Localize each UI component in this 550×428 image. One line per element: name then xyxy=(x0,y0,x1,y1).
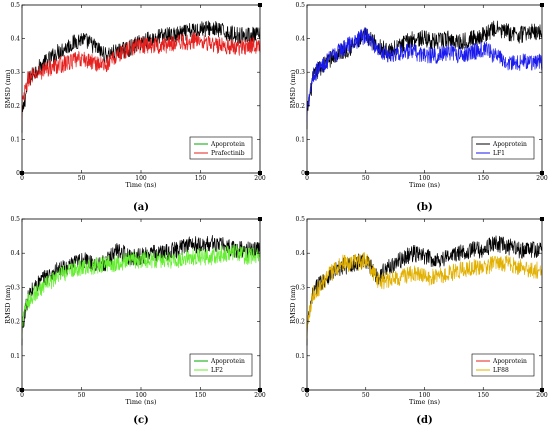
x-tick-label: 200 xyxy=(254,175,266,182)
y-axis-label: RMSD (nm) xyxy=(4,285,12,324)
x-tick-label: 0 xyxy=(20,175,24,182)
series-line-lf88 xyxy=(306,252,543,339)
y-axis-label: RMSD (nm) xyxy=(289,285,297,324)
x-axis-label: Time (ns) xyxy=(409,398,441,406)
panel-label: (a) xyxy=(133,202,149,213)
y-tick-label: 0.4 xyxy=(295,250,305,257)
y-tick-label: 0.3 xyxy=(10,284,20,291)
series-line-apoprotein xyxy=(306,235,543,346)
y-tick-label: 0.4 xyxy=(10,36,20,43)
y-tick-label: 0.3 xyxy=(10,69,20,76)
x-tick-label: 150 xyxy=(195,392,207,399)
x-tick-label: 150 xyxy=(478,175,490,182)
x-tick-label: 50 xyxy=(362,392,370,399)
panel-1: 0 50 100 150 200 0 0.1 0.2 0.3 0.4 0.5 Time (ns) RMS… xyxy=(4,2,266,213)
series-line-prafectinib xyxy=(21,31,261,123)
x-tick-label: 0 xyxy=(305,392,309,399)
y-tick-label: 0.1 xyxy=(10,136,20,143)
legend: Apoprotein LF88 xyxy=(471,353,535,377)
x-axis-label: Time (ns) xyxy=(125,181,157,189)
y-tick-label: 0 xyxy=(16,170,20,177)
y-tick-label: 0.4 xyxy=(295,36,305,43)
x-axis-label: Time (ns) xyxy=(409,181,441,189)
y-tick-label: 0.3 xyxy=(295,69,305,76)
panel-2: 0 50 100 150 200 0 0.1 0.2 0.3 0.4 0.5 Time (ns) RMS… xyxy=(289,2,548,213)
legend-label: Apoprotein xyxy=(492,358,527,365)
panel-label: (d) xyxy=(416,415,432,426)
panel-label: (b) xyxy=(416,202,432,213)
y-tick-label: 0.2 xyxy=(295,319,305,326)
y-tick-label: 0.5 xyxy=(295,216,305,223)
legend: Apoprotein Prafectinib xyxy=(189,136,253,160)
legend: Apoprotein LF1 xyxy=(471,136,535,160)
legend-label: Apoprotein xyxy=(492,141,527,148)
y-tick-label: 0.5 xyxy=(10,216,20,223)
y-tick-label: 0.5 xyxy=(295,2,305,9)
y-tick-label: 0.1 xyxy=(10,353,20,360)
x-tick-label: 100 xyxy=(135,175,147,182)
series-line-lf1 xyxy=(306,27,543,123)
x-tick-label: 150 xyxy=(478,392,490,399)
series-line-apoprotein xyxy=(306,20,543,130)
y-tick-label: 0.5 xyxy=(10,2,20,9)
legend-label: LF88 xyxy=(493,367,509,374)
series-line-lf2 xyxy=(21,244,261,339)
x-tick-label: 100 xyxy=(419,392,431,399)
legend: Apoprotein LF2 xyxy=(189,353,253,377)
legend-label: Apoprotein xyxy=(210,358,245,365)
y-tick-label: 0.3 xyxy=(295,284,305,291)
y-axis-label: RMSD (nm) xyxy=(4,69,12,108)
x-tick-label: 200 xyxy=(536,175,548,182)
x-axis-label: Time (ns) xyxy=(125,398,157,406)
x-tick-label: 200 xyxy=(254,392,266,399)
y-tick-label: 0 xyxy=(301,387,305,394)
y-tick-label: 0.2 xyxy=(295,103,305,110)
y-tick-label: 0 xyxy=(301,170,305,177)
x-tick-label: 0 xyxy=(20,392,24,399)
y-tick-label: 0.1 xyxy=(295,136,305,143)
x-tick-label: 100 xyxy=(419,175,431,182)
y-tick-label: 0.1 xyxy=(295,353,305,360)
y-tick-label: 0.2 xyxy=(10,103,20,110)
y-tick-label: 0.4 xyxy=(10,250,20,257)
x-tick-label: 50 xyxy=(78,175,86,182)
legend-label: LF1 xyxy=(493,150,505,157)
y-tick-label: 0.2 xyxy=(10,319,20,326)
y-axis-label: RMSD (nm) xyxy=(289,69,297,108)
panel-3: 0 50 100 150 200 0 0.1 0.2 0.3 0.4 0.5 Time (ns) RMS… xyxy=(4,216,266,426)
x-tick-label: 200 xyxy=(536,392,548,399)
x-tick-label: 100 xyxy=(135,392,147,399)
panel-label: (c) xyxy=(133,415,149,426)
legend-label: Apoprotein xyxy=(210,141,245,148)
x-tick-label: 150 xyxy=(195,175,207,182)
legend-label: Prafectinib xyxy=(211,150,245,157)
x-tick-label: 0 xyxy=(305,175,309,182)
x-tick-label: 50 xyxy=(362,175,370,182)
y-tick-label: 0 xyxy=(16,387,20,394)
x-tick-label: 50 xyxy=(78,392,86,399)
legend-label: LF2 xyxy=(211,367,223,374)
panel-4: 0 50 100 150 200 0 0.1 0.2 0.3 0.4 0.5 Time (ns) RMS… xyxy=(289,216,548,426)
